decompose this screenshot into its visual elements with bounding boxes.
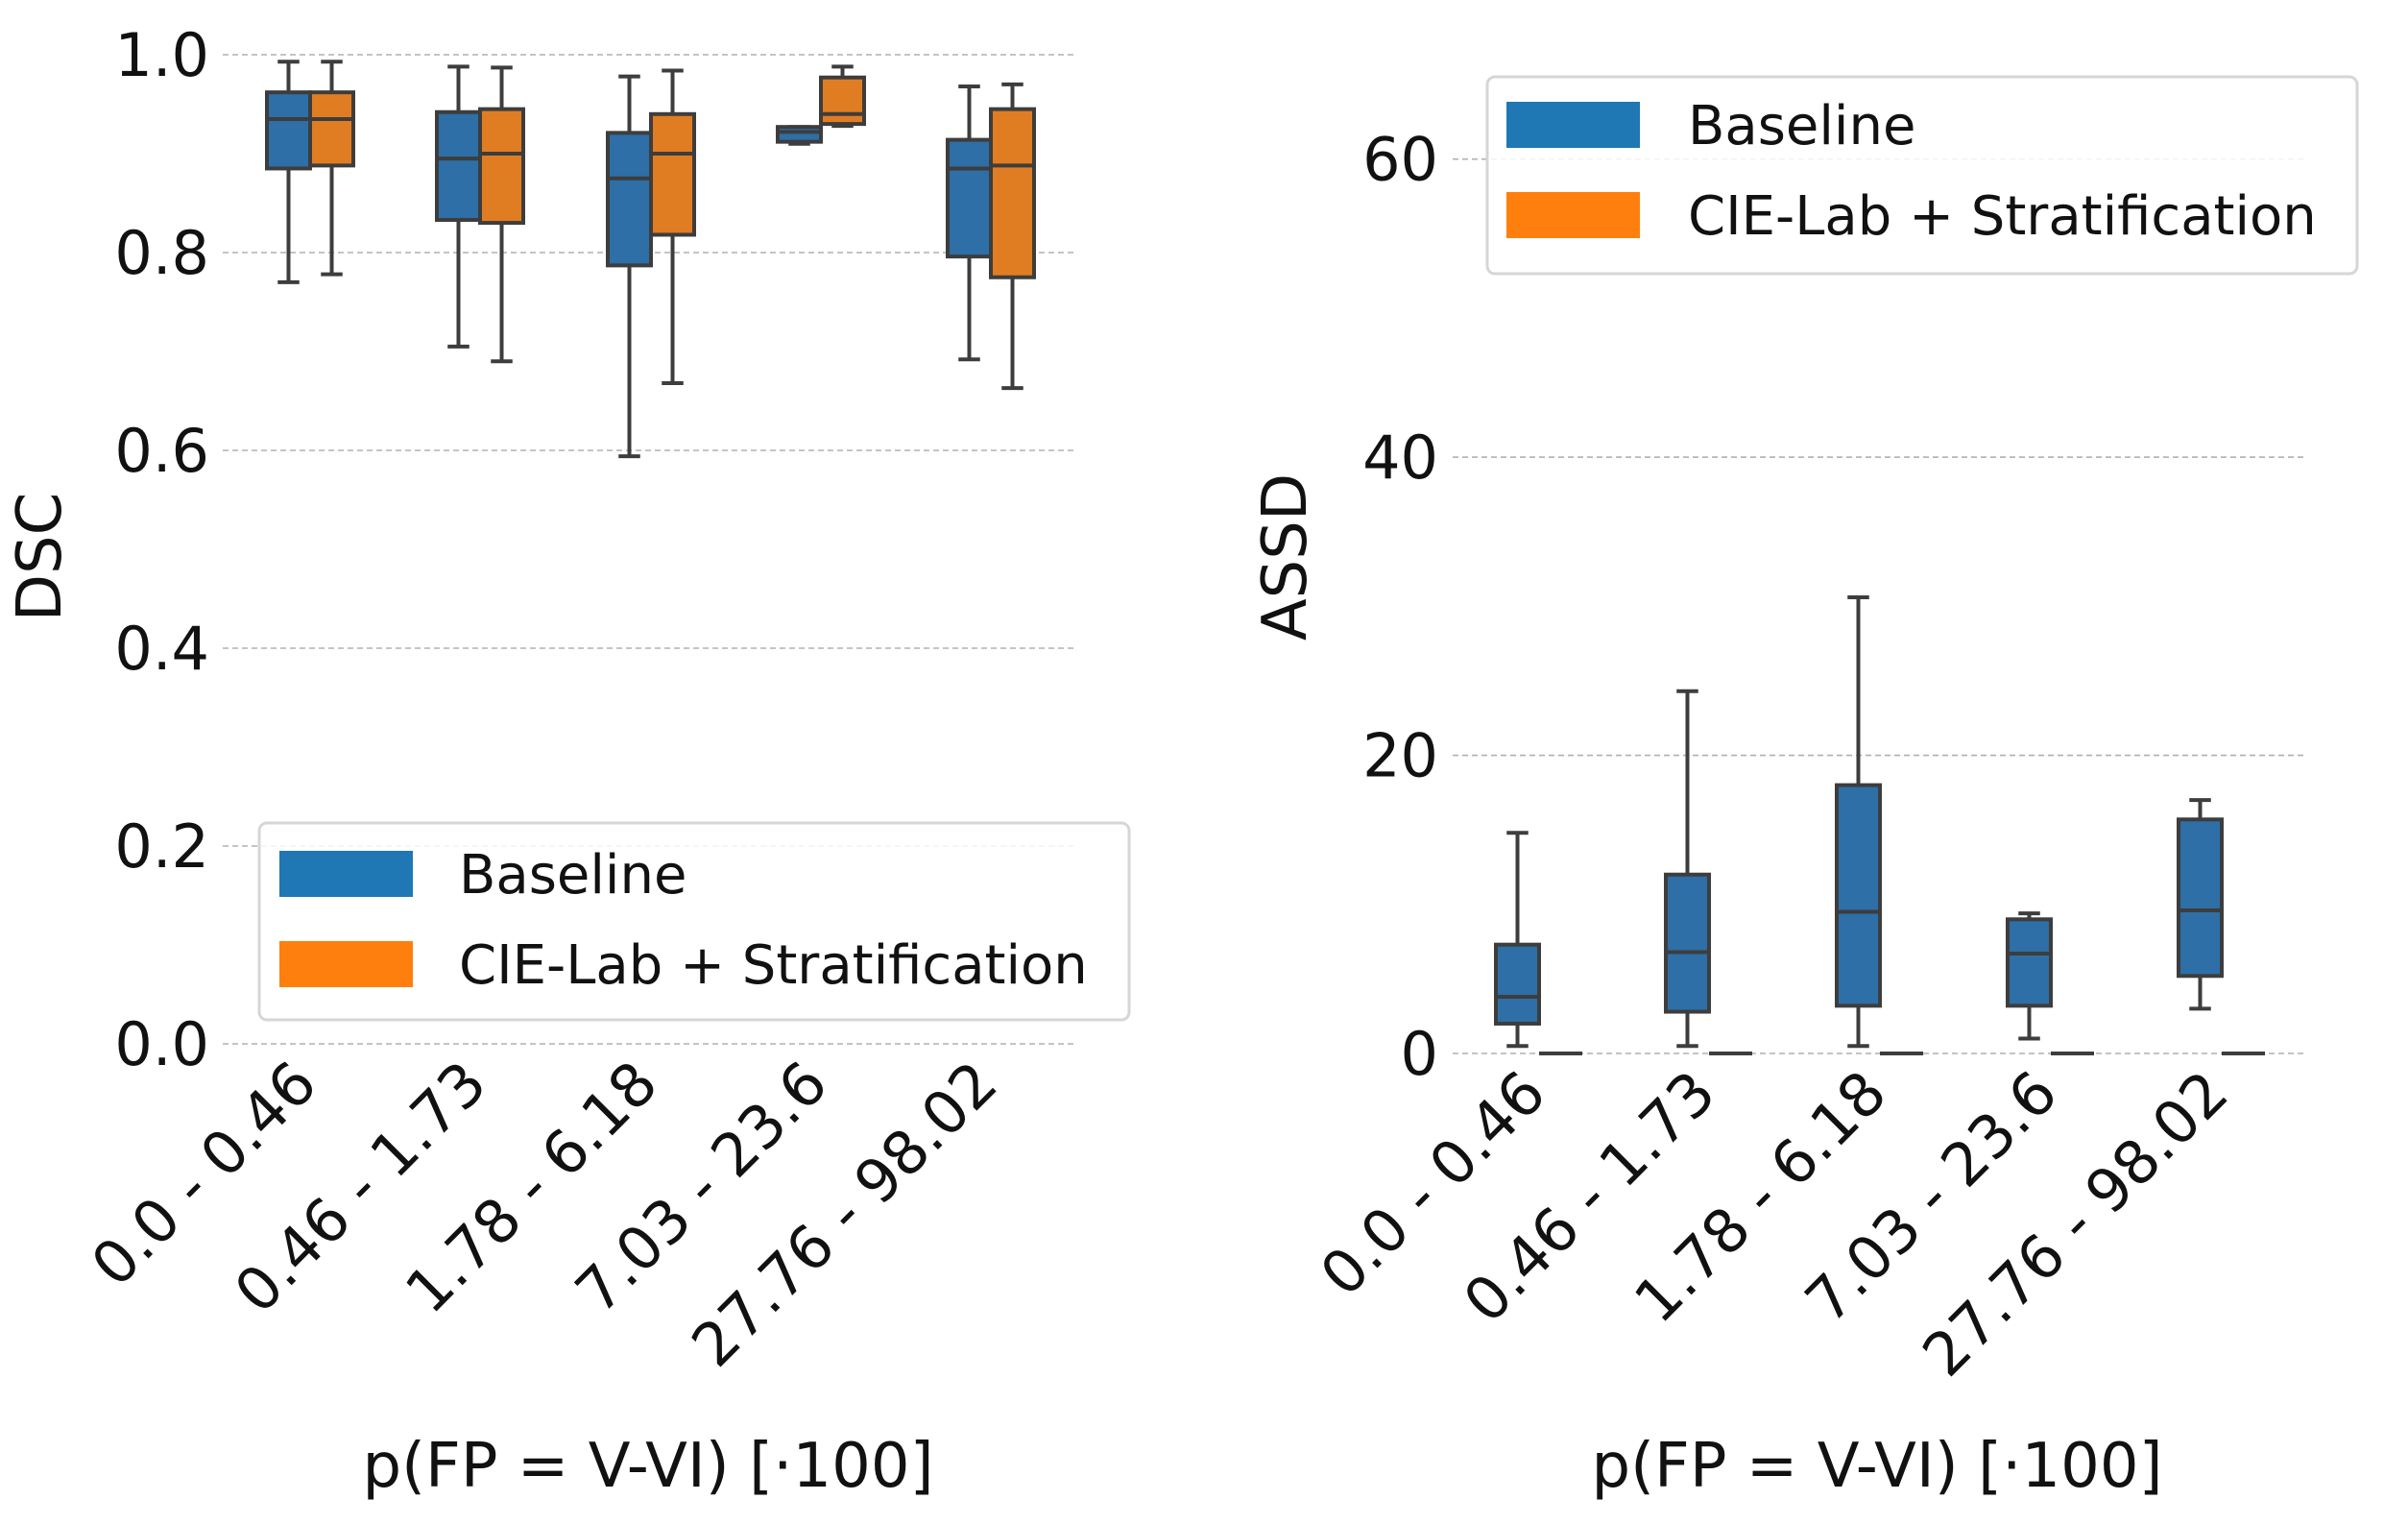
box-iqr bbox=[265, 90, 312, 171]
legend: Baseline CIE-Lab + Stratification bbox=[1485, 75, 2359, 276]
box-iqr bbox=[1664, 872, 1711, 1014]
box-plot bbox=[265, 60, 312, 284]
box-iqr bbox=[435, 109, 482, 223]
y-tick-label: 40 bbox=[1362, 423, 1438, 493]
box-plot bbox=[649, 68, 696, 385]
y-tick-label: 0.2 bbox=[114, 811, 209, 882]
y-axis-label: DSC bbox=[5, 493, 76, 622]
box-iqr bbox=[776, 125, 823, 144]
box-iqr bbox=[606, 131, 653, 268]
legend-label-cielab: CIE-Lab + Stratification bbox=[459, 934, 1088, 997]
box-iqr bbox=[649, 111, 696, 237]
dsc-panel: 0.0 0.2 0.4 0.6 0.8 1.0 DSC p(FP = V-VI) [·100]… bbox=[5, 20, 1131, 1502]
box-plot bbox=[1664, 689, 1711, 1049]
box-plot bbox=[478, 65, 525, 364]
box-iqr bbox=[478, 107, 525, 226]
legend-label-baseline: Baseline bbox=[1688, 95, 1915, 157]
y-axis-label: ASSD bbox=[1250, 473, 1321, 641]
y-tick-label: 20 bbox=[1362, 721, 1438, 791]
box-plot bbox=[435, 64, 482, 349]
y-tick-label: 1.0 bbox=[114, 20, 209, 90]
box-plot bbox=[606, 74, 653, 459]
y-tick-label: 0 bbox=[1401, 1019, 1438, 1089]
legend-frame bbox=[257, 821, 1131, 1022]
box-iqr bbox=[308, 90, 355, 168]
legend-swatch-cielab bbox=[279, 941, 413, 987]
box-plot bbox=[2177, 798, 2224, 1011]
legend-swatch-baseline bbox=[1506, 102, 1640, 148]
legend-swatch-baseline bbox=[279, 851, 413, 897]
y-tick-label: 0.8 bbox=[114, 218, 209, 288]
box-plot bbox=[989, 82, 1036, 391]
box-plot bbox=[1494, 831, 1541, 1049]
x-axis-label: p(FP = V-VI) [·100] bbox=[362, 1431, 933, 1502]
legend-frame bbox=[1485, 75, 2359, 276]
legend-label-baseline: Baseline bbox=[459, 844, 686, 907]
box-plot bbox=[308, 60, 355, 277]
legend: Baseline CIE-Lab + Stratification bbox=[257, 821, 1131, 1022]
legend-swatch-cielab bbox=[1506, 192, 1640, 238]
legend-label-cielab: CIE-Lab + Stratification bbox=[1688, 185, 2317, 248]
x-axis-label: p(FP = V-VI) [·100] bbox=[1591, 1431, 2162, 1502]
box-plot bbox=[2006, 911, 2053, 1041]
box-iqr bbox=[2177, 817, 2224, 979]
box-iqr bbox=[946, 137, 993, 259]
box-iqr bbox=[1494, 942, 1541, 1026]
box-iqr bbox=[819, 75, 866, 127]
box-iqr bbox=[989, 107, 1036, 279]
y-tick-label: 0.6 bbox=[114, 416, 209, 486]
box-plot bbox=[776, 125, 823, 146]
y-tick-label: 0.0 bbox=[114, 1009, 209, 1079]
box-plot bbox=[946, 84, 993, 362]
x-tick-label: 27.76 - 98.02 bbox=[678, 1048, 1010, 1380]
x-tick-label: 27.76 - 98.02 bbox=[1909, 1057, 2241, 1390]
y-tick-label: 0.4 bbox=[114, 614, 209, 684]
y-tick-label: 60 bbox=[1362, 125, 1438, 195]
box-iqr bbox=[1835, 783, 1882, 1008]
box-plot bbox=[1835, 595, 1882, 1049]
box-plot bbox=[819, 64, 866, 129]
box-iqr bbox=[2006, 917, 2053, 1008]
